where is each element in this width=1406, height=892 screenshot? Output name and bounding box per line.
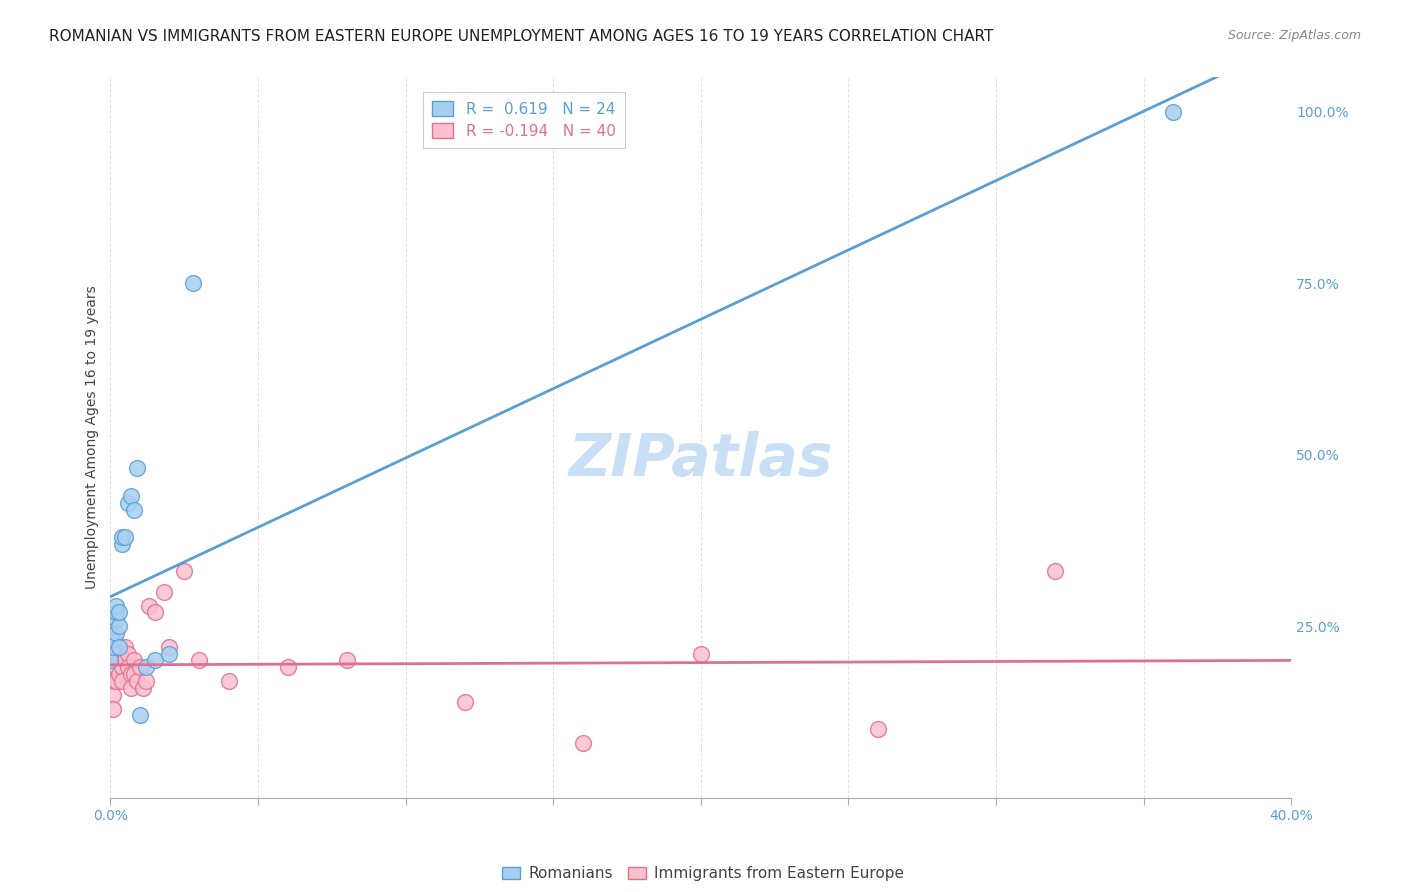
Point: [114, 653, 136, 667]
Point: [120, 681, 142, 695]
Point: [117, 496, 139, 510]
Point: [159, 647, 181, 661]
Point: [866, 722, 889, 736]
Point: [689, 647, 711, 661]
Point: [105, 674, 128, 689]
Legend: R =  0.619   N = 24, R = -0.194   N = 40: R = 0.619 N = 24, R = -0.194 N = 40: [423, 92, 624, 148]
Point: [129, 660, 152, 674]
Point: [111, 537, 134, 551]
Point: [138, 599, 160, 613]
Point: [103, 667, 125, 681]
Point: [108, 640, 131, 654]
Y-axis label: Unemployment Among Ages 16 to 19 years: Unemployment Among Ages 16 to 19 years: [86, 285, 100, 590]
Point: [277, 660, 299, 674]
Point: [122, 502, 145, 516]
Text: ZIPatlas: ZIPatlas: [568, 431, 834, 488]
Point: [143, 606, 166, 620]
Point: [111, 530, 134, 544]
Point: [103, 701, 125, 715]
Point: [125, 674, 148, 689]
Point: [135, 660, 157, 674]
Point: [188, 653, 211, 667]
Point: [108, 619, 131, 633]
Point: [181, 277, 204, 291]
Point: [159, 640, 181, 654]
Point: [108, 640, 131, 654]
Point: [111, 674, 134, 689]
Point: [1043, 564, 1066, 578]
Point: [105, 660, 128, 674]
Point: [143, 653, 166, 667]
Point: [571, 736, 593, 750]
Text: Source: ZipAtlas.com: Source: ZipAtlas.com: [1227, 29, 1361, 42]
Point: [108, 653, 131, 667]
Point: [1161, 104, 1184, 119]
Point: [152, 585, 174, 599]
Point: [103, 632, 125, 647]
Point: [105, 606, 128, 620]
Point: [105, 626, 128, 640]
Point: [132, 681, 155, 695]
Text: ROMANIAN VS IMMIGRANTS FROM EASTERN EUROPE UNEMPLOYMENT AMONG AGES 16 TO 19 YEAR: ROMANIAN VS IMMIGRANTS FROM EASTERN EURO…: [49, 29, 994, 44]
Point: [100, 674, 122, 689]
Point: [117, 647, 139, 661]
Point: [114, 530, 136, 544]
Point: [117, 660, 139, 674]
Point: [218, 674, 240, 689]
Point: [100, 653, 122, 667]
Point: [103, 674, 125, 689]
Point: [454, 695, 477, 709]
Point: [114, 640, 136, 654]
Point: [120, 489, 142, 503]
Point: [135, 674, 157, 689]
Point: [103, 688, 125, 702]
Point: [100, 660, 122, 674]
Point: [108, 667, 131, 681]
Point: [103, 640, 125, 654]
Point: [108, 606, 131, 620]
Point: [105, 599, 128, 613]
Point: [120, 667, 142, 681]
Point: [111, 660, 134, 674]
Point: [122, 667, 145, 681]
Point: [122, 653, 145, 667]
Point: [105, 647, 128, 661]
Point: [129, 708, 152, 723]
Point: [105, 612, 128, 626]
Point: [125, 461, 148, 475]
Legend: Romanians, Immigrants from Eastern Europe: Romanians, Immigrants from Eastern Europ…: [496, 860, 910, 888]
Point: [336, 653, 359, 667]
Point: [103, 619, 125, 633]
Point: [173, 564, 195, 578]
